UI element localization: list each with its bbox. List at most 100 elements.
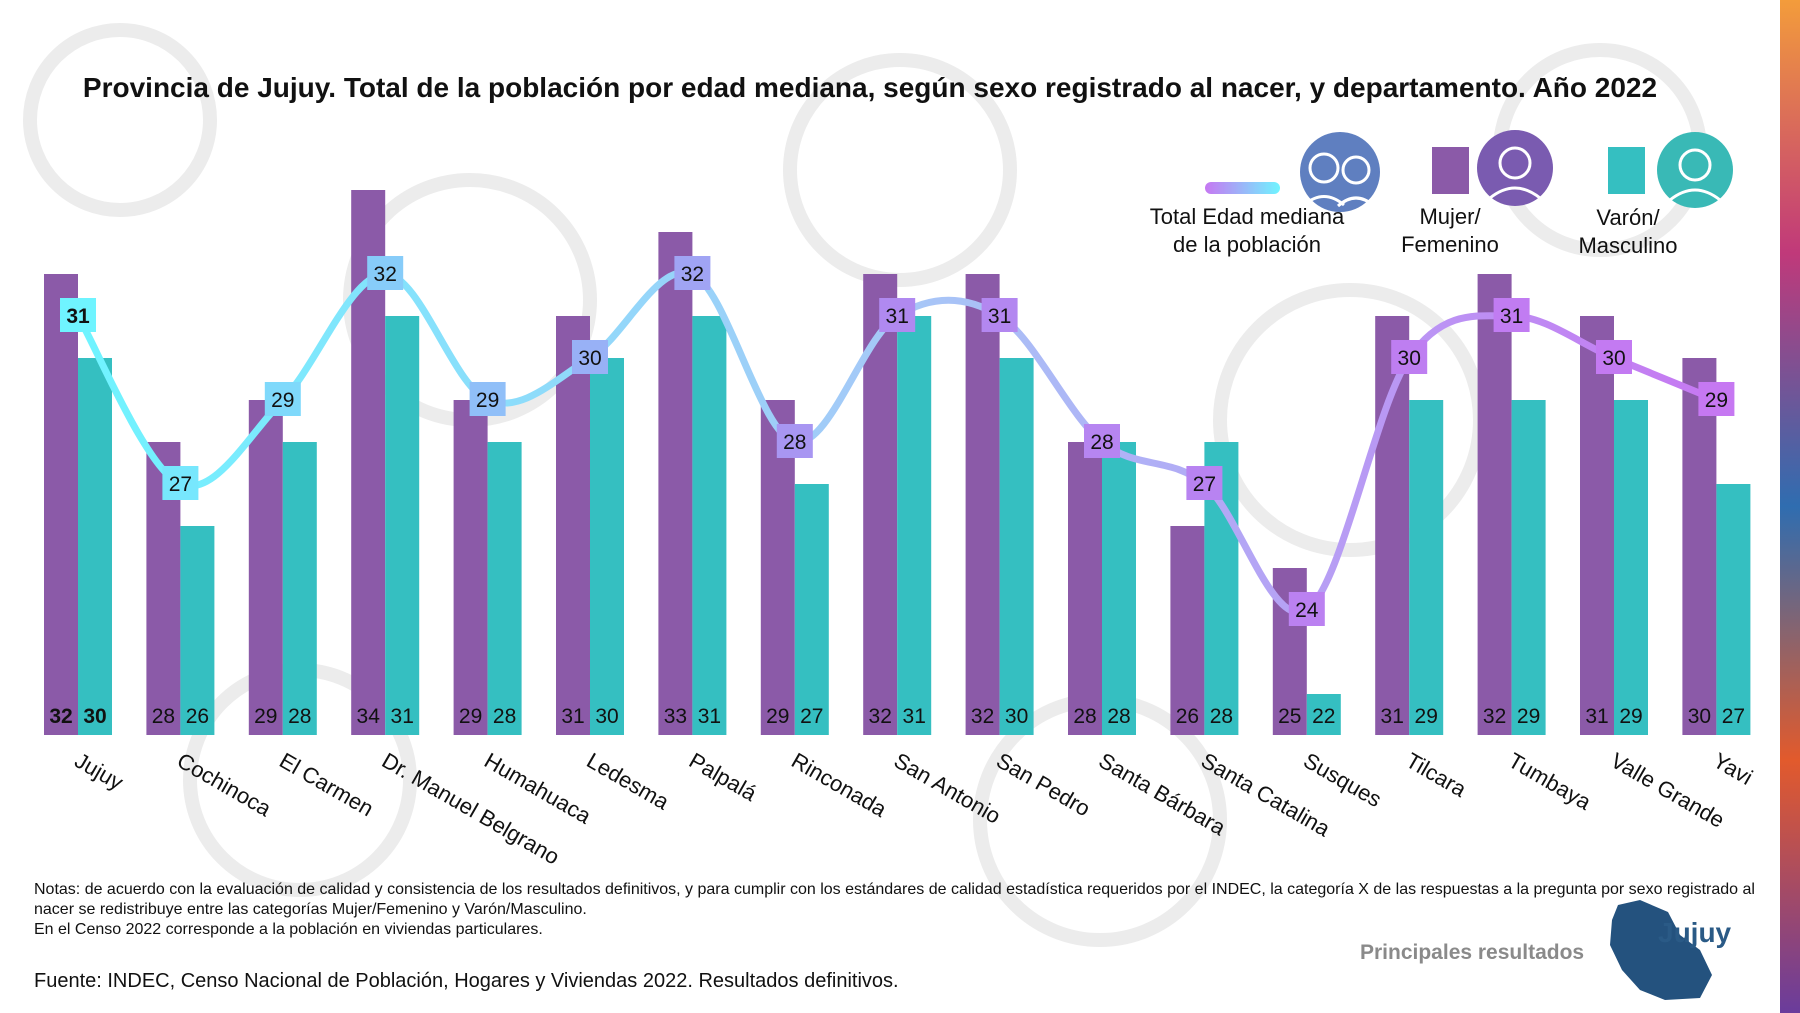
bar-mujer-2: [248, 400, 283, 735]
total-box-6: [674, 256, 711, 290]
total-label-11: 27: [1193, 473, 1216, 496]
x-tick-9: San Pedro: [992, 748, 1095, 822]
total-box-9: [981, 298, 1018, 332]
bar-varon-7: [794, 484, 829, 735]
total-label-15: 30: [1602, 347, 1625, 370]
label-varon-0: 30: [83, 705, 106, 728]
x-tick-labels: Jujuy Cochinoca El Carmen Dr. Manuel Belgra…: [71, 748, 1758, 870]
label-varon-15: 29: [1619, 705, 1642, 728]
label-mujer-7: 29: [766, 705, 789, 728]
bar-varon-12: [1306, 694, 1341, 735]
label-varon-6: 31: [698, 705, 721, 728]
label-mujer-8: 32: [869, 705, 892, 728]
label-mujer-12: 25: [1278, 705, 1301, 728]
legend-mujer-label: Mujer/ Femenino: [1390, 203, 1510, 259]
bar-mujer-9: [965, 274, 1000, 735]
bar-varon-2: [282, 442, 317, 735]
x-tick-0: Jujuy: [71, 748, 128, 795]
label-varon-3: 31: [391, 705, 414, 728]
decorative-side-stripe: [1780, 0, 1800, 1013]
bar-mujer-15: [1580, 316, 1614, 735]
bar-varon-4: [487, 442, 522, 735]
total-label-16: 29: [1705, 389, 1728, 412]
label-varon-16: 27: [1722, 705, 1745, 728]
total-box-12: [1288, 592, 1325, 626]
bar-varon-16: [1716, 484, 1751, 735]
total-box-8: [879, 298, 916, 332]
label-mujer-5: 31: [561, 705, 584, 728]
label-varon-4: 28: [493, 705, 516, 728]
total-label-7: 28: [783, 431, 806, 454]
total-box-15: [1596, 340, 1632, 374]
total-label-3: 32: [374, 263, 397, 286]
legend-varon-line1: Varón/: [1596, 205, 1660, 230]
label-mujer-10: 28: [1073, 705, 1096, 728]
bar-mujer-6: [658, 232, 693, 735]
label-mujer-13: 31: [1381, 705, 1404, 728]
bar-varon-5: [590, 358, 624, 735]
total-box-3: [367, 256, 404, 290]
x-tick-5: Ledesma: [583, 748, 675, 815]
total-box-13: [1391, 340, 1428, 374]
bar-mujer-4: [453, 400, 488, 735]
chart-title: Provincia de Jujuy. Total de la població…: [82, 72, 1658, 103]
total-box-14: [1493, 298, 1530, 332]
legend-total-line1: Total Edad mediana: [1149, 204, 1345, 229]
woman-avatar-icon: [1477, 130, 1553, 206]
x-tick-12: Susques: [1299, 748, 1386, 812]
bar-varon-6: [692, 316, 727, 735]
bar-mujer-13: [1375, 316, 1410, 735]
label-varon-14: 29: [1517, 705, 1540, 728]
total-box-10: [1084, 424, 1120, 458]
total-box-11: [1186, 466, 1223, 500]
legend-line-swatch: [1205, 182, 1280, 194]
label-mujer-16: 30: [1688, 705, 1711, 728]
legend-varon-line2: Masculino: [1578, 233, 1678, 258]
bar-varon-8: [897, 316, 932, 735]
jujuy-map-icon: [1610, 900, 1712, 1000]
total-box-5: [572, 340, 608, 374]
notes-line1: Notas: de acuerdo con la evaluación de c…: [34, 881, 1755, 918]
total-label-10: 28: [1090, 431, 1113, 454]
bar-varon-10: [1102, 442, 1136, 735]
bar-varon-15: [1614, 400, 1648, 735]
total-box-16: [1698, 382, 1735, 416]
total-label-9: 31: [988, 305, 1011, 328]
x-tick-14: Tumbaya: [1504, 748, 1596, 815]
notes: Notas: de acuerdo con la evaluación de c…: [34, 880, 1764, 940]
label-varon-10: 28: [1107, 705, 1130, 728]
total-label-2: 29: [271, 389, 294, 412]
total-label-5: 30: [578, 347, 601, 370]
total-label-8: 31: [886, 305, 909, 328]
x-tick-6: Palpalá: [685, 748, 762, 807]
total-box-0: [60, 298, 96, 332]
x-tick-2: El Carmen: [275, 748, 377, 822]
label-mujer-9: 32: [971, 705, 994, 728]
legend-mujer-line1: Mujer/: [1419, 204, 1481, 229]
label-mujer-11: 26: [1176, 705, 1199, 728]
legend-mujer-swatch: [1432, 147, 1469, 194]
total-box-4: [469, 382, 506, 416]
label-varon-9: 30: [1005, 705, 1028, 728]
x-tick-13: Tilcara: [1402, 748, 1472, 803]
bar-varon-3: [385, 316, 420, 735]
notes-line2: En el Censo 2022 corresponde a la poblac…: [34, 921, 543, 938]
total-label-6: 32: [681, 263, 704, 286]
total-label-4: 29: [476, 389, 499, 412]
label-mujer-2: 29: [254, 705, 277, 728]
bar-varon-13: [1409, 400, 1444, 735]
label-mujer-4: 29: [459, 705, 482, 728]
bar-mujer-14: [1477, 274, 1512, 735]
bar-mujer-10: [1068, 442, 1102, 735]
bars-layer: [44, 190, 1751, 735]
total-label-0: 31: [66, 305, 90, 328]
bar-varon-0: [78, 358, 112, 735]
x-tick-7: Rinconada: [787, 748, 891, 823]
label-varon-5: 30: [595, 705, 618, 728]
bar-mujer-5: [556, 316, 590, 735]
label-varon-11: 28: [1210, 705, 1233, 728]
label-mujer-6: 33: [664, 705, 687, 728]
label-varon-8: 31: [903, 705, 926, 728]
label-varon-13: 29: [1415, 705, 1438, 728]
